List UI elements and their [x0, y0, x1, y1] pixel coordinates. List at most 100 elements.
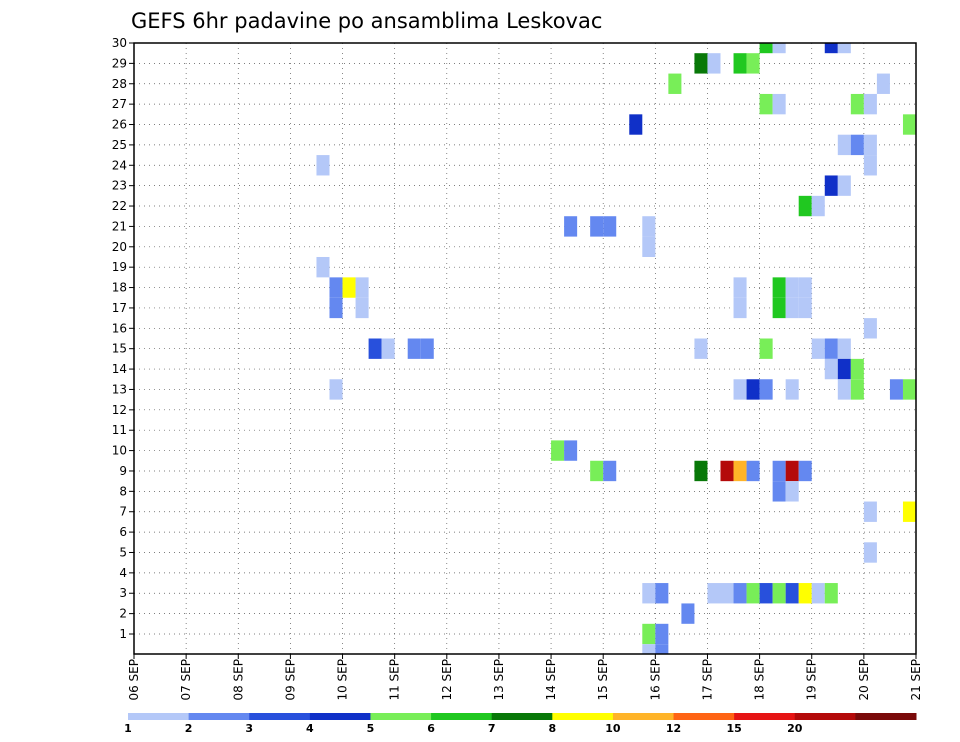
heatmap-cell — [733, 277, 747, 298]
heatmap-cell — [733, 379, 747, 400]
heatmap-cell — [668, 73, 682, 94]
y-tick-label: 15 — [112, 342, 127, 356]
heatmap-cell — [850, 134, 864, 156]
heatmap-cell — [902, 114, 916, 135]
y-tick-label: 30 — [112, 36, 127, 50]
y-tick-label: 21 — [112, 219, 127, 233]
heatmap-cell — [342, 277, 356, 298]
heatmap-cell — [655, 644, 669, 654]
heatmap-cells — [316, 43, 916, 654]
y-tick-label: 3 — [119, 586, 127, 600]
heatmap-cell — [564, 440, 578, 461]
grid-lines — [134, 42, 916, 654]
heatmap-cell — [798, 583, 812, 604]
heatmap-cell — [811, 195, 825, 217]
heatmap-cell — [629, 114, 643, 135]
heatmap-cell — [824, 338, 838, 359]
legend-label: 7 — [488, 722, 496, 735]
legend-label: 2 — [185, 722, 193, 735]
heatmap-cell — [759, 338, 773, 359]
y-tick-label: 9 — [119, 464, 127, 478]
heatmap-cell — [655, 583, 669, 604]
heatmap-cell — [642, 216, 656, 237]
y-tick-label: 5 — [119, 545, 127, 559]
heatmap-cell — [837, 338, 851, 359]
heatmap-cell — [824, 175, 838, 196]
y-tick-label: 12 — [112, 403, 127, 417]
heatmap-cell — [837, 43, 851, 54]
legend-swatch — [855, 713, 917, 720]
y-tick-label: 2 — [119, 607, 127, 621]
legend-swatch — [734, 713, 796, 720]
x-tick-label: 08 SEP — [231, 659, 245, 701]
heatmap-cell — [733, 460, 747, 482]
heatmap-cell — [733, 297, 747, 319]
heatmap-cell — [642, 623, 656, 645]
y-tick-label: 19 — [112, 260, 127, 274]
heatmap-cell — [850, 379, 864, 400]
legend-label: 1 — [124, 722, 132, 735]
heatmap-cell — [746, 379, 760, 400]
y-tick-label: 20 — [112, 240, 127, 254]
legend-swatch — [370, 713, 432, 720]
heatmap-cell — [772, 43, 786, 54]
x-tick-label: 07 SEP — [179, 659, 193, 701]
heatmap-cell — [785, 481, 799, 502]
heatmap-cell — [603, 460, 617, 482]
heatmap-cell — [902, 501, 916, 522]
heatmap-cell — [746, 53, 760, 74]
heatmap-cell — [863, 134, 877, 156]
y-tick-label: 8 — [119, 484, 127, 498]
heatmap-cell — [785, 297, 799, 319]
heatmap-cell — [889, 379, 903, 400]
heatmap-cell — [316, 155, 330, 176]
y-tick-label: 25 — [112, 138, 127, 152]
x-tick-label: 16 SEP — [648, 659, 662, 701]
legend-label: 6 — [427, 722, 435, 735]
heatmap-cell — [798, 460, 812, 482]
legend-swatch — [128, 713, 190, 720]
heatmap-cell — [590, 460, 604, 482]
heatmap-cell — [876, 73, 890, 94]
legend-label: 10 — [605, 722, 621, 735]
heatmap-cell — [772, 277, 786, 298]
x-tick-label: 12 SEP — [440, 659, 454, 701]
y-tick-label: 4 — [119, 566, 127, 580]
heatmap-cell — [355, 277, 369, 298]
y-tick-label: 18 — [112, 281, 127, 295]
heatmap-cell — [329, 297, 343, 319]
heatmap-cell — [707, 53, 721, 74]
legend-label: 15 — [726, 722, 741, 735]
x-tick-label: 14 SEP — [544, 659, 558, 701]
heatmap-cell — [655, 623, 669, 645]
heatmap-cell — [759, 583, 773, 604]
heatmap-cell — [837, 175, 851, 196]
legend-label: 3 — [245, 722, 253, 735]
x-tick-label: 13 SEP — [492, 659, 506, 701]
heatmap-cell — [642, 644, 656, 654]
legend-swatch — [188, 713, 250, 720]
heatmap-cell — [785, 460, 799, 482]
heatmap-cell — [642, 583, 656, 604]
heatmap-cell — [407, 338, 421, 359]
heatmap-cell — [824, 43, 838, 54]
y-axis: 1234567891011121314151617181920212223242… — [112, 36, 134, 641]
heatmap-cell — [824, 583, 838, 604]
heatmap-cell — [720, 583, 734, 604]
heatmap-cell — [707, 583, 721, 604]
legend-swatch — [612, 713, 675, 720]
y-tick-label: 1 — [119, 627, 127, 641]
heatmap-cell — [798, 195, 812, 217]
heatmap-cell — [746, 583, 760, 604]
heatmap-cell — [863, 542, 877, 563]
x-tick-label: 19 SEP — [805, 659, 819, 701]
heatmap-cell — [772, 481, 786, 502]
x-tick-label: 15 SEP — [596, 659, 610, 701]
legend-label: 5 — [367, 722, 375, 735]
heatmap-cell — [902, 379, 916, 400]
heatmap-cell — [863, 318, 877, 339]
heatmap-cell — [863, 501, 877, 522]
heatmap-cell — [772, 297, 786, 319]
y-tick-label: 22 — [112, 199, 127, 213]
